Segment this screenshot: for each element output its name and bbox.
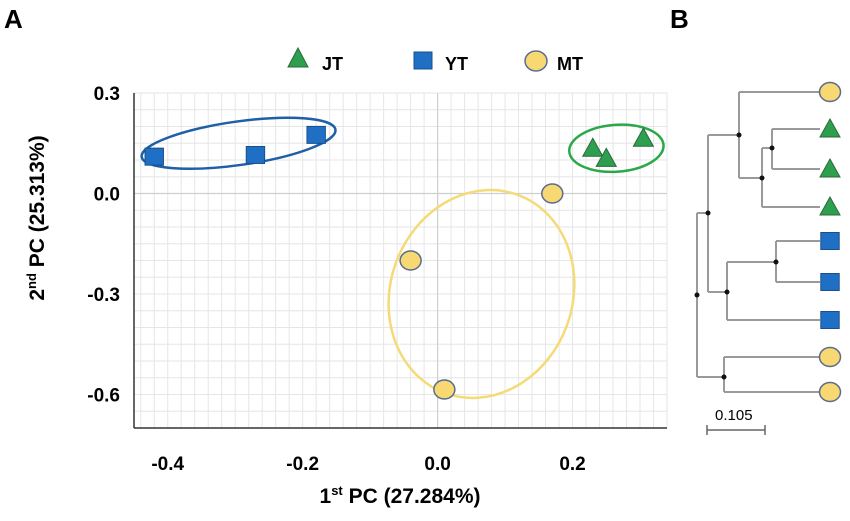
- leaf-mt: [818, 381, 842, 403]
- dendrogram-branches: [696, 91, 820, 393]
- leaf-yt: [820, 311, 840, 329]
- axes: [133, 93, 667, 429]
- node-dot: [773, 259, 779, 265]
- x-tick-label: -0.2: [286, 454, 319, 475]
- point-mt: [433, 379, 456, 400]
- point-jt: [595, 147, 618, 167]
- y-tick-label: -0.6: [87, 386, 120, 407]
- leaf-jt: [819, 157, 841, 178]
- y-tick-label: -0.3: [87, 285, 120, 306]
- legend-mt-circle-icon: [524, 50, 548, 72]
- legend-label-mt: MT: [557, 54, 583, 74]
- legend-yt-square-icon: [413, 51, 433, 70]
- panel-label-b: B: [670, 4, 689, 34]
- legend: JT YT MT: [287, 46, 583, 74]
- dendrogram-leaves: [818, 81, 842, 403]
- node-dot: [694, 292, 700, 298]
- leaf-yt: [820, 273, 840, 291]
- x-axis-title-base: 1: [320, 485, 332, 508]
- point-jt: [581, 137, 604, 157]
- point-yt: [306, 125, 326, 144]
- legend-label-yt: YT: [445, 54, 468, 74]
- leaf-yt: [820, 232, 840, 250]
- group-ellipse-yt: [140, 116, 337, 171]
- node-dot: [769, 145, 775, 151]
- group-ellipse-jt: [568, 123, 665, 174]
- scale-bar: 0.105: [706, 407, 766, 435]
- x-axis-title-sup: st: [331, 483, 343, 498]
- node-dot: [736, 132, 742, 138]
- dendrogram: 0.105: [694, 81, 842, 435]
- leaf-mt: [818, 346, 842, 368]
- dendrogram-nodes: [694, 132, 779, 380]
- y-tick-label: 0.3: [94, 84, 120, 105]
- x-axis-title-rest: PC (27.284%): [343, 485, 481, 508]
- pca-scatter-plot: -0.4 -0.2 0.0 0.2 0.3 0.0 -0.3 -0.6: [87, 84, 668, 475]
- y-axis-title-base: 2: [26, 289, 49, 301]
- legend-label-jt: JT: [322, 54, 343, 74]
- node-dot: [705, 210, 711, 216]
- legend-jt-triangle-icon: [287, 46, 309, 68]
- grid-lines: [134, 92, 668, 429]
- scale-bar-label: 0.105: [715, 407, 753, 424]
- point-yt: [144, 147, 164, 166]
- y-axis-title-rest: PC (25.313%): [26, 135, 49, 273]
- y-axis-title: 2nd PC (25.313%): [24, 135, 49, 300]
- leaf-mt: [818, 81, 842, 103]
- x-axis-title: 1st PC (27.284%): [320, 483, 481, 508]
- y-axis-title-sup: nd: [24, 273, 39, 289]
- x-tick-label: 0.2: [559, 454, 585, 475]
- x-tick-label: 0.0: [424, 454, 450, 475]
- node-dot: [759, 175, 765, 181]
- data-points: [144, 125, 655, 400]
- x-tick-label: -0.4: [151, 454, 184, 475]
- point-mt: [399, 250, 422, 271]
- leaf-jt: [819, 195, 841, 216]
- node-dot: [721, 374, 727, 380]
- leaf-jt: [819, 117, 841, 138]
- point-mt: [541, 183, 564, 204]
- point-jt: [632, 127, 655, 147]
- point-yt: [245, 145, 266, 164]
- tick-labels: -0.4 -0.2 0.0 0.2 0.3 0.0 -0.3 -0.6: [87, 84, 586, 475]
- panel-label-a: A: [4, 4, 23, 34]
- y-tick-label: 0.0: [94, 185, 120, 206]
- node-dot: [724, 289, 730, 295]
